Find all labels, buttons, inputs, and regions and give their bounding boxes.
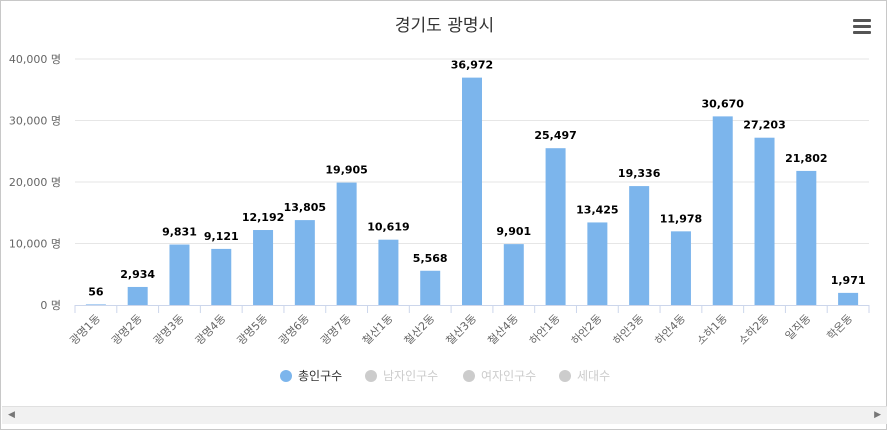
- x-tick-label: 소하1동: [694, 311, 730, 347]
- legend: 총인구수 남자인구수 여자인구수 세대수: [1, 367, 887, 387]
- x-tick-label: 광명1동: [67, 312, 103, 348]
- y-tick-label: 40,000 명: [9, 53, 61, 66]
- legend-marker: [365, 369, 377, 382]
- legend-item[interactable]: 여자인구수: [463, 367, 536, 384]
- data-label: 27,203: [743, 119, 785, 132]
- x-tick-label: 철산1동: [360, 312, 396, 348]
- x-tick-label: 철산4동: [485, 312, 521, 348]
- bar: [253, 230, 274, 305]
- horizontal-scrollbar[interactable]: ◀ ▶: [2, 406, 887, 424]
- bar: [127, 286, 148, 305]
- bar: [336, 182, 357, 305]
- bar: [294, 220, 315, 305]
- legend-item[interactable]: 남자인구수: [365, 367, 438, 384]
- chart-title: 경기도 광명시: [394, 16, 495, 36]
- legend-item[interactable]: 세대수: [559, 367, 610, 384]
- data-label: 2,934: [120, 268, 155, 281]
- legend-label: 세대수: [577, 369, 611, 383]
- bar: [378, 239, 399, 305]
- bar: [796, 170, 817, 305]
- x-tick-label: 광명7동: [318, 312, 354, 348]
- legend-marker: [463, 369, 475, 382]
- x-tick-label: 광명5동: [235, 312, 271, 348]
- bar: [420, 270, 441, 305]
- x-tick-label: 일직동: [782, 311, 813, 342]
- bar: [754, 137, 775, 305]
- y-tick-label: 0 명: [40, 299, 61, 312]
- data-label: 25,497: [534, 129, 576, 142]
- x-tick-label: 광명2동: [109, 312, 145, 348]
- data-label: 9,901: [496, 225, 531, 238]
- bar: [85, 304, 106, 305]
- x-tick-label: 광명4동: [193, 312, 229, 348]
- legend-marker: [559, 369, 571, 382]
- y-tick-label: 20,000 명: [9, 176, 61, 189]
- data-label: 1,971: [831, 274, 866, 287]
- data-label: 13,805: [284, 201, 326, 214]
- x-tick-label: 광명3동: [151, 312, 187, 348]
- arrow-right-icon[interactable]: ▶: [874, 410, 881, 420]
- hamburger-menu-icon[interactable]: [853, 19, 871, 35]
- bar: [587, 222, 608, 305]
- legend-item[interactable]: 총인구수: [280, 367, 342, 384]
- bar: [211, 248, 232, 305]
- x-tick-label: 소하2동: [735, 311, 771, 347]
- bar: [670, 231, 691, 305]
- data-label: 13,425: [576, 203, 618, 216]
- legend-label: 남자인구수: [383, 369, 439, 383]
- x-tick-label: 하안3동: [610, 311, 646, 347]
- legend-marker: [280, 369, 292, 382]
- bar: [169, 244, 190, 305]
- x-tick-label: 광명6동: [276, 312, 312, 348]
- bar: [838, 292, 859, 305]
- y-tick-label: 10,000 명: [9, 238, 61, 251]
- data-label: 5,568: [413, 252, 448, 265]
- legend-label: 총인구수: [298, 369, 343, 383]
- x-tick-label: 철산3동: [444, 312, 480, 348]
- data-label: 36,972: [451, 59, 493, 72]
- data-label: 56: [88, 285, 104, 298]
- data-label: 21,802: [785, 152, 827, 165]
- bar: [629, 186, 650, 305]
- bar: [712, 116, 733, 305]
- x-tick-label: 하안2동: [568, 311, 604, 347]
- data-label: 10,619: [367, 221, 409, 234]
- data-label: 19,905: [325, 164, 367, 177]
- arrow-left-icon[interactable]: ◀: [8, 410, 15, 420]
- data-label: 30,670: [702, 97, 745, 110]
- x-tick-label: 하안1동: [526, 311, 562, 347]
- x-tick-label: 하안4동: [652, 311, 688, 347]
- data-label: 12,192: [242, 211, 284, 224]
- x-tick-label: 학온동: [825, 312, 856, 343]
- data-label: 9,831: [162, 226, 197, 239]
- x-tick-label: 철산2동: [402, 312, 438, 348]
- bar-chart: 0 명 10,000 명 20,000 명 30,000 명 40,000 명 56 광명1…: [9, 53, 870, 348]
- data-label: 11,978: [660, 212, 702, 225]
- bar: [462, 77, 482, 306]
- legend-label: 여자인구수: [481, 369, 537, 383]
- bar: [545, 148, 566, 305]
- data-label: 9,121: [204, 230, 239, 243]
- bar: [503, 244, 524, 305]
- y-tick-label: 30,000 명: [9, 115, 61, 128]
- data-label: 19,336: [618, 167, 661, 180]
